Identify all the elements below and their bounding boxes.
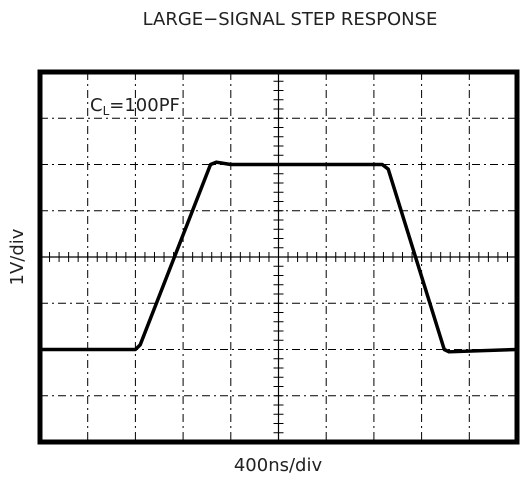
- chart-title: LARGE−SIGNAL STEP RESPONSE: [143, 9, 438, 30]
- annotation-part: =100PF: [109, 95, 180, 116]
- annotation-part: C: [90, 95, 103, 116]
- annotation-subscript: L: [103, 104, 110, 118]
- y-axis-label: 1V/div: [7, 228, 28, 285]
- plot-frame: [37, 69, 520, 445]
- x-axis-label: 400ns/div: [234, 455, 323, 476]
- data-line: [40, 160, 518, 354]
- annotation: CL=100PF: [90, 95, 180, 118]
